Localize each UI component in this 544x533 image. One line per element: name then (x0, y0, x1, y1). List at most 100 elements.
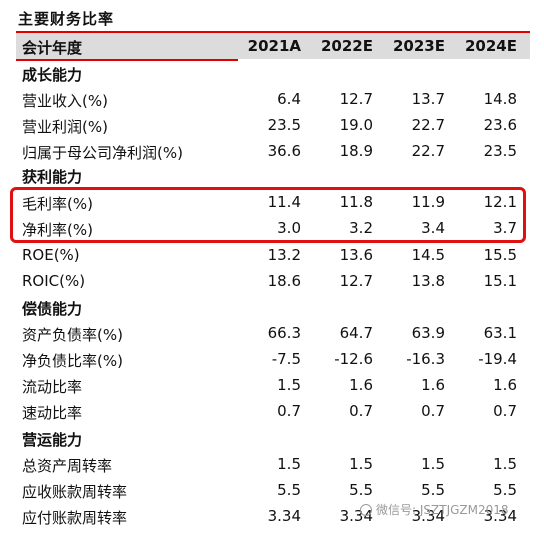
cell-2024e: 1.5 (493, 455, 517, 473)
row-label: 净利率(%) (22, 221, 93, 239)
row-label: 归属于母公司净利润(%) (22, 144, 183, 162)
cell-2024e: 3.7 (493, 219, 517, 237)
row-label: 营运能力 (22, 431, 83, 449)
row-label: 流动比率 (22, 378, 83, 396)
cell-2021a: 5.5 (277, 481, 301, 499)
section-row: 营运能力 (0, 426, 544, 452)
cell-2024e: 63.1 (483, 324, 517, 342)
table-row: 营业收入(%) 6.4 12.7 13.7 14.8 (0, 87, 544, 113)
header-rule (16, 59, 238, 61)
cell-2023e: 5.5 (421, 481, 445, 499)
table-row: 应付账款周转率 3.34 3.34 3.34 3.34 (0, 504, 544, 530)
header-label: 会计年度 (22, 39, 83, 57)
row-label: 净负债比率(%) (22, 352, 123, 370)
cell-2022e: 19.0 (339, 116, 373, 134)
table-row: 资产负债率(%) 66.3 64.7 63.9 63.1 (0, 321, 544, 347)
row-label: ROIC(%) (22, 272, 86, 290)
cell-2024e: 15.1 (483, 272, 517, 290)
cell-2023e: 11.9 (411, 193, 445, 211)
cell-2023e: 3.4 (421, 219, 445, 237)
cell-2021a: -7.5 (271, 350, 301, 368)
table-row: ROE(%) 13.2 13.6 14.5 15.5 (0, 243, 544, 269)
cell-2024e: 14.8 (483, 90, 517, 108)
title-rule (16, 31, 530, 33)
cell-2021a: 3.0 (277, 219, 301, 237)
row-label: 成长能力 (22, 66, 83, 84)
cell-2022e: 12.7 (339, 272, 373, 290)
row-label: 毛利率(%) (22, 195, 93, 213)
cell-2024e: 15.5 (483, 246, 517, 264)
cell-2023e: 3.34 (411, 507, 445, 525)
cell-2021a: 13.2 (267, 246, 301, 264)
row-label: 总资产周转率 (22, 457, 113, 475)
cell-2024e: -19.4 (478, 350, 517, 368)
cell-2023e: 22.7 (411, 116, 445, 134)
table-title: 主要财务比率 (18, 10, 115, 28)
table-row: 毛利率(%) 11.4 11.8 11.9 12.1 (0, 190, 544, 216)
header-col-1: 2021A (247, 37, 301, 55)
cell-2021a: 3.34 (267, 507, 301, 525)
cell-2023e: 1.6 (421, 376, 445, 394)
row-label: ROE(%) (22, 246, 80, 264)
table-row: 营业利润(%) 23.5 19.0 22.7 23.6 (0, 113, 544, 139)
watermark: 微信号: JSZTJGZM2018 (360, 501, 509, 518)
cell-2024e: 23.5 (483, 142, 517, 160)
cell-2022e: 3.2 (349, 219, 373, 237)
cell-2023e: 0.7 (421, 402, 445, 420)
row-label: 资产负债率(%) (22, 326, 123, 344)
cell-2021a: 11.4 (267, 193, 301, 211)
cell-2022e: 64.7 (339, 324, 373, 342)
section-row: 成长能力 (0, 61, 544, 87)
cell-2024e: 12.1 (483, 193, 517, 211)
cell-2022e: 1.5 (349, 455, 373, 473)
row-label: 速动比率 (22, 404, 83, 422)
row-label: 获利能力 (22, 168, 83, 186)
cell-2021a: 1.5 (277, 455, 301, 473)
cell-2024e: 23.6 (483, 116, 517, 134)
cell-2022e: 11.8 (339, 193, 373, 211)
cell-2022e: 12.7 (339, 90, 373, 108)
cell-2021a: 18.6 (267, 272, 301, 290)
cell-2024e: 3.34 (483, 507, 517, 525)
table-row: 总资产周转率 1.5 1.5 1.5 1.5 (0, 452, 544, 478)
cell-2022e: 13.6 (339, 246, 373, 264)
table-row: 净利率(%) 3.0 3.2 3.4 3.7 (0, 216, 544, 242)
cell-2022e: -12.6 (334, 350, 373, 368)
row-label: 偿债能力 (22, 300, 83, 318)
table-row: 流动比率 1.5 1.6 1.6 1.6 (0, 373, 544, 399)
table-row: ROIC(%) 18.6 12.7 13.8 15.1 (0, 269, 544, 295)
row-label: 营业利润(%) (22, 118, 108, 136)
cell-2021a: 0.7 (277, 402, 301, 420)
row-label: 营业收入(%) (22, 92, 108, 110)
table-row: 净负债比率(%) -7.5 -12.6 -16.3 -19.4 (0, 347, 544, 373)
wechat-icon (360, 504, 372, 516)
cell-2023e: 63.9 (411, 324, 445, 342)
header-background (16, 33, 530, 59)
table-row: 应收账款周转率 5.5 5.5 5.5 5.5 (0, 478, 544, 504)
cell-2023e: 22.7 (411, 142, 445, 160)
cell-2021a: 36.6 (267, 142, 301, 160)
cell-2021a: 1.5 (277, 376, 301, 394)
cell-2023e: 13.8 (411, 272, 445, 290)
section-row: 获利能力 (0, 163, 544, 189)
header-col-2: 2022E (321, 37, 373, 55)
cell-2021a: 6.4 (277, 90, 301, 108)
cell-2024e: 0.7 (493, 402, 517, 420)
highlight-box (10, 187, 526, 243)
cell-2022e: 18.9 (339, 142, 373, 160)
cell-2023e: 1.5 (421, 455, 445, 473)
cell-2021a: 66.3 (267, 324, 301, 342)
cell-2023e: 14.5 (411, 246, 445, 264)
cell-2024e: 5.5 (493, 481, 517, 499)
row-label: 应付账款周转率 (22, 509, 128, 527)
cell-2021a: 23.5 (267, 116, 301, 134)
cell-2023e: 13.7 (411, 90, 445, 108)
header-col-4: 2024E (465, 37, 517, 55)
cell-2024e: 1.6 (493, 376, 517, 394)
header-col-3: 2023E (393, 37, 445, 55)
table-row: 速动比率 0.7 0.7 0.7 0.7 (0, 399, 544, 425)
row-label: 应收账款周转率 (22, 483, 128, 501)
cell-2022e: 0.7 (349, 402, 373, 420)
cell-2022e: 5.5 (349, 481, 373, 499)
table-row: 归属于母公司净利润(%) 36.6 18.9 22.7 23.5 (0, 139, 544, 165)
